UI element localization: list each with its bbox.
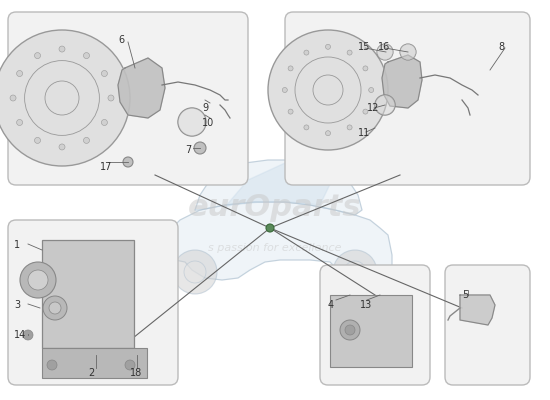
Polygon shape [460,295,495,325]
Ellipse shape [333,250,377,294]
Text: 16: 16 [378,42,390,52]
Circle shape [288,109,293,114]
Polygon shape [118,58,165,118]
Circle shape [35,138,41,144]
Circle shape [268,30,388,150]
Circle shape [59,46,65,52]
FancyBboxPatch shape [8,220,178,385]
Circle shape [35,52,41,58]
Text: 13: 13 [360,300,372,310]
Text: 10: 10 [202,118,214,128]
Text: 2: 2 [88,368,94,378]
Circle shape [101,120,107,126]
Text: 1: 1 [14,240,20,250]
Circle shape [10,95,16,101]
Circle shape [49,302,61,314]
Text: 4: 4 [328,300,334,310]
Text: 15: 15 [358,42,370,52]
Polygon shape [382,55,422,108]
Circle shape [347,50,352,55]
Circle shape [400,44,416,60]
Circle shape [178,108,206,136]
Circle shape [28,270,48,290]
FancyBboxPatch shape [8,12,248,185]
Circle shape [326,131,331,136]
Text: 14: 14 [14,330,26,340]
Text: 18: 18 [130,368,142,378]
Text: 5: 5 [462,290,468,300]
Circle shape [123,157,133,167]
FancyBboxPatch shape [285,12,530,185]
FancyBboxPatch shape [42,348,147,378]
Circle shape [340,320,360,340]
Circle shape [326,44,331,49]
Circle shape [266,224,274,232]
FancyBboxPatch shape [445,265,530,385]
Ellipse shape [344,261,366,283]
Circle shape [304,125,309,130]
Circle shape [363,66,368,71]
Text: 12: 12 [367,103,380,113]
Circle shape [101,70,107,76]
Circle shape [16,70,23,76]
Text: 9: 9 [202,103,208,113]
Text: 6: 6 [118,35,124,45]
Circle shape [20,262,56,298]
Circle shape [16,120,23,126]
Circle shape [304,50,309,55]
Circle shape [0,30,130,166]
Circle shape [288,66,293,71]
Circle shape [23,330,33,340]
Circle shape [84,52,90,58]
Text: 8: 8 [498,42,504,52]
Text: eurOparts: eurOparts [188,194,362,222]
Circle shape [368,88,373,92]
Circle shape [345,325,355,335]
Circle shape [43,296,67,320]
Circle shape [347,125,352,130]
Ellipse shape [184,261,206,283]
Polygon shape [225,163,332,207]
Circle shape [375,95,395,115]
Polygon shape [195,160,362,215]
FancyBboxPatch shape [330,295,412,367]
Text: 17: 17 [100,162,112,172]
Circle shape [194,142,206,154]
FancyBboxPatch shape [42,240,134,348]
Ellipse shape [173,250,217,294]
Circle shape [47,360,57,370]
Circle shape [363,109,368,114]
Circle shape [108,95,114,101]
Polygon shape [148,202,392,280]
Text: s passion for excellence: s passion for excellence [208,243,342,253]
Circle shape [282,88,287,92]
Text: 7: 7 [185,145,191,155]
FancyBboxPatch shape [320,265,430,385]
Circle shape [125,360,135,370]
Circle shape [59,144,65,150]
Circle shape [84,138,90,144]
Text: 3: 3 [14,300,20,310]
Text: 11: 11 [358,128,370,138]
Circle shape [377,44,393,60]
